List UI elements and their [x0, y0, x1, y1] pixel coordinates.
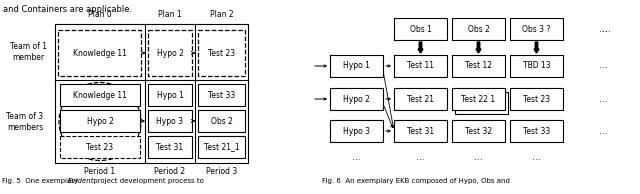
Text: Period 2: Period 2	[154, 167, 186, 176]
Text: Obs 2: Obs 2	[468, 24, 490, 34]
Text: ...: ...	[599, 94, 608, 104]
Bar	[198, 110, 245, 132]
Text: Hypo 1: Hypo 1	[343, 61, 370, 70]
Bar	[510, 120, 563, 142]
Text: Evident: Evident	[68, 178, 95, 184]
Text: Test 23: Test 23	[523, 94, 550, 104]
Text: Period 1: Period 1	[84, 167, 116, 176]
Text: Plan 2: Plan 2	[210, 10, 234, 19]
Bar	[455, 92, 508, 114]
Bar	[394, 120, 447, 142]
Text: Test 32: Test 32	[465, 126, 492, 135]
Text: Team of 1
member: Team of 1 member	[10, 42, 47, 62]
Bar	[394, 55, 447, 77]
Text: Test 23: Test 23	[208, 48, 235, 57]
Text: Hypo 1: Hypo 1	[157, 90, 184, 100]
Text: Test 21: Test 21	[407, 94, 434, 104]
Text: Hypo 2: Hypo 2	[157, 48, 184, 57]
Text: Test 33: Test 33	[523, 126, 550, 135]
Text: Hypo 3: Hypo 3	[157, 117, 184, 126]
Text: Test 21_1: Test 21_1	[204, 143, 239, 152]
Text: Obs 1: Obs 1	[410, 24, 431, 34]
Text: Test 33: Test 33	[208, 90, 235, 100]
Text: ...: ...	[416, 152, 425, 161]
Text: TBD 13: TBD 13	[523, 61, 550, 70]
Bar	[452, 88, 505, 110]
Text: Test 12: Test 12	[465, 61, 492, 70]
Bar	[394, 18, 447, 40]
Text: Test 31: Test 31	[407, 126, 434, 135]
Bar	[148, 30, 192, 76]
Bar	[452, 120, 505, 142]
Text: Hypo 2: Hypo 2	[86, 117, 113, 126]
Bar	[510, 55, 563, 77]
Text: ...: ...	[532, 152, 541, 161]
Bar	[148, 136, 192, 158]
Text: Plan 0: Plan 0	[88, 10, 112, 19]
Bar	[330, 120, 383, 142]
Bar	[55, 24, 248, 163]
FancyArrow shape	[418, 42, 423, 53]
Text: Obs 2: Obs 2	[211, 117, 232, 126]
Text: Fig. 6  An exemplary EKB composed of Hypo, Obs and: Fig. 6 An exemplary EKB composed of Hypo…	[322, 178, 510, 184]
Bar	[198, 84, 245, 106]
Text: Team of 3
members: Team of 3 members	[6, 112, 44, 132]
Bar	[394, 88, 447, 110]
Bar	[330, 55, 383, 77]
FancyArrow shape	[534, 42, 539, 53]
Text: Test 23: Test 23	[86, 143, 113, 152]
Text: Test 22 1: Test 22 1	[461, 94, 495, 104]
Text: Hypo 3: Hypo 3	[343, 126, 370, 135]
Bar	[452, 18, 505, 40]
Bar	[60, 84, 140, 106]
Text: Knowledge 11: Knowledge 11	[72, 48, 127, 57]
Text: ...: ...	[599, 61, 608, 70]
Bar	[198, 136, 245, 158]
Text: ...: ...	[602, 24, 611, 34]
Text: Plan 1: Plan 1	[158, 10, 182, 19]
Bar	[60, 110, 140, 132]
Text: Fig. 5  One exemplary: Fig. 5 One exemplary	[2, 178, 81, 184]
Bar	[58, 30, 141, 76]
Text: ...: ...	[599, 126, 608, 135]
Text: Knowledge 11: Knowledge 11	[73, 90, 127, 100]
Text: ...: ...	[599, 24, 608, 34]
Bar	[148, 110, 192, 132]
Bar	[452, 55, 505, 77]
Text: Obs 3 ?: Obs 3 ?	[522, 24, 550, 34]
Text: project development process to: project development process to	[91, 178, 204, 184]
Bar	[60, 136, 140, 158]
Text: Period 3: Period 3	[206, 167, 237, 176]
Text: Test 11: Test 11	[407, 61, 434, 70]
Bar	[198, 30, 245, 76]
Text: ...: ...	[352, 152, 361, 161]
Bar	[510, 88, 563, 110]
Text: Hypo 2: Hypo 2	[343, 94, 370, 104]
Text: Test 31: Test 31	[156, 143, 184, 152]
Bar	[148, 84, 192, 106]
FancyArrow shape	[476, 42, 481, 53]
Text: and Containers are applicable.: and Containers are applicable.	[3, 5, 132, 14]
Text: ...: ...	[474, 152, 483, 161]
Bar	[330, 88, 383, 110]
Bar	[510, 18, 563, 40]
